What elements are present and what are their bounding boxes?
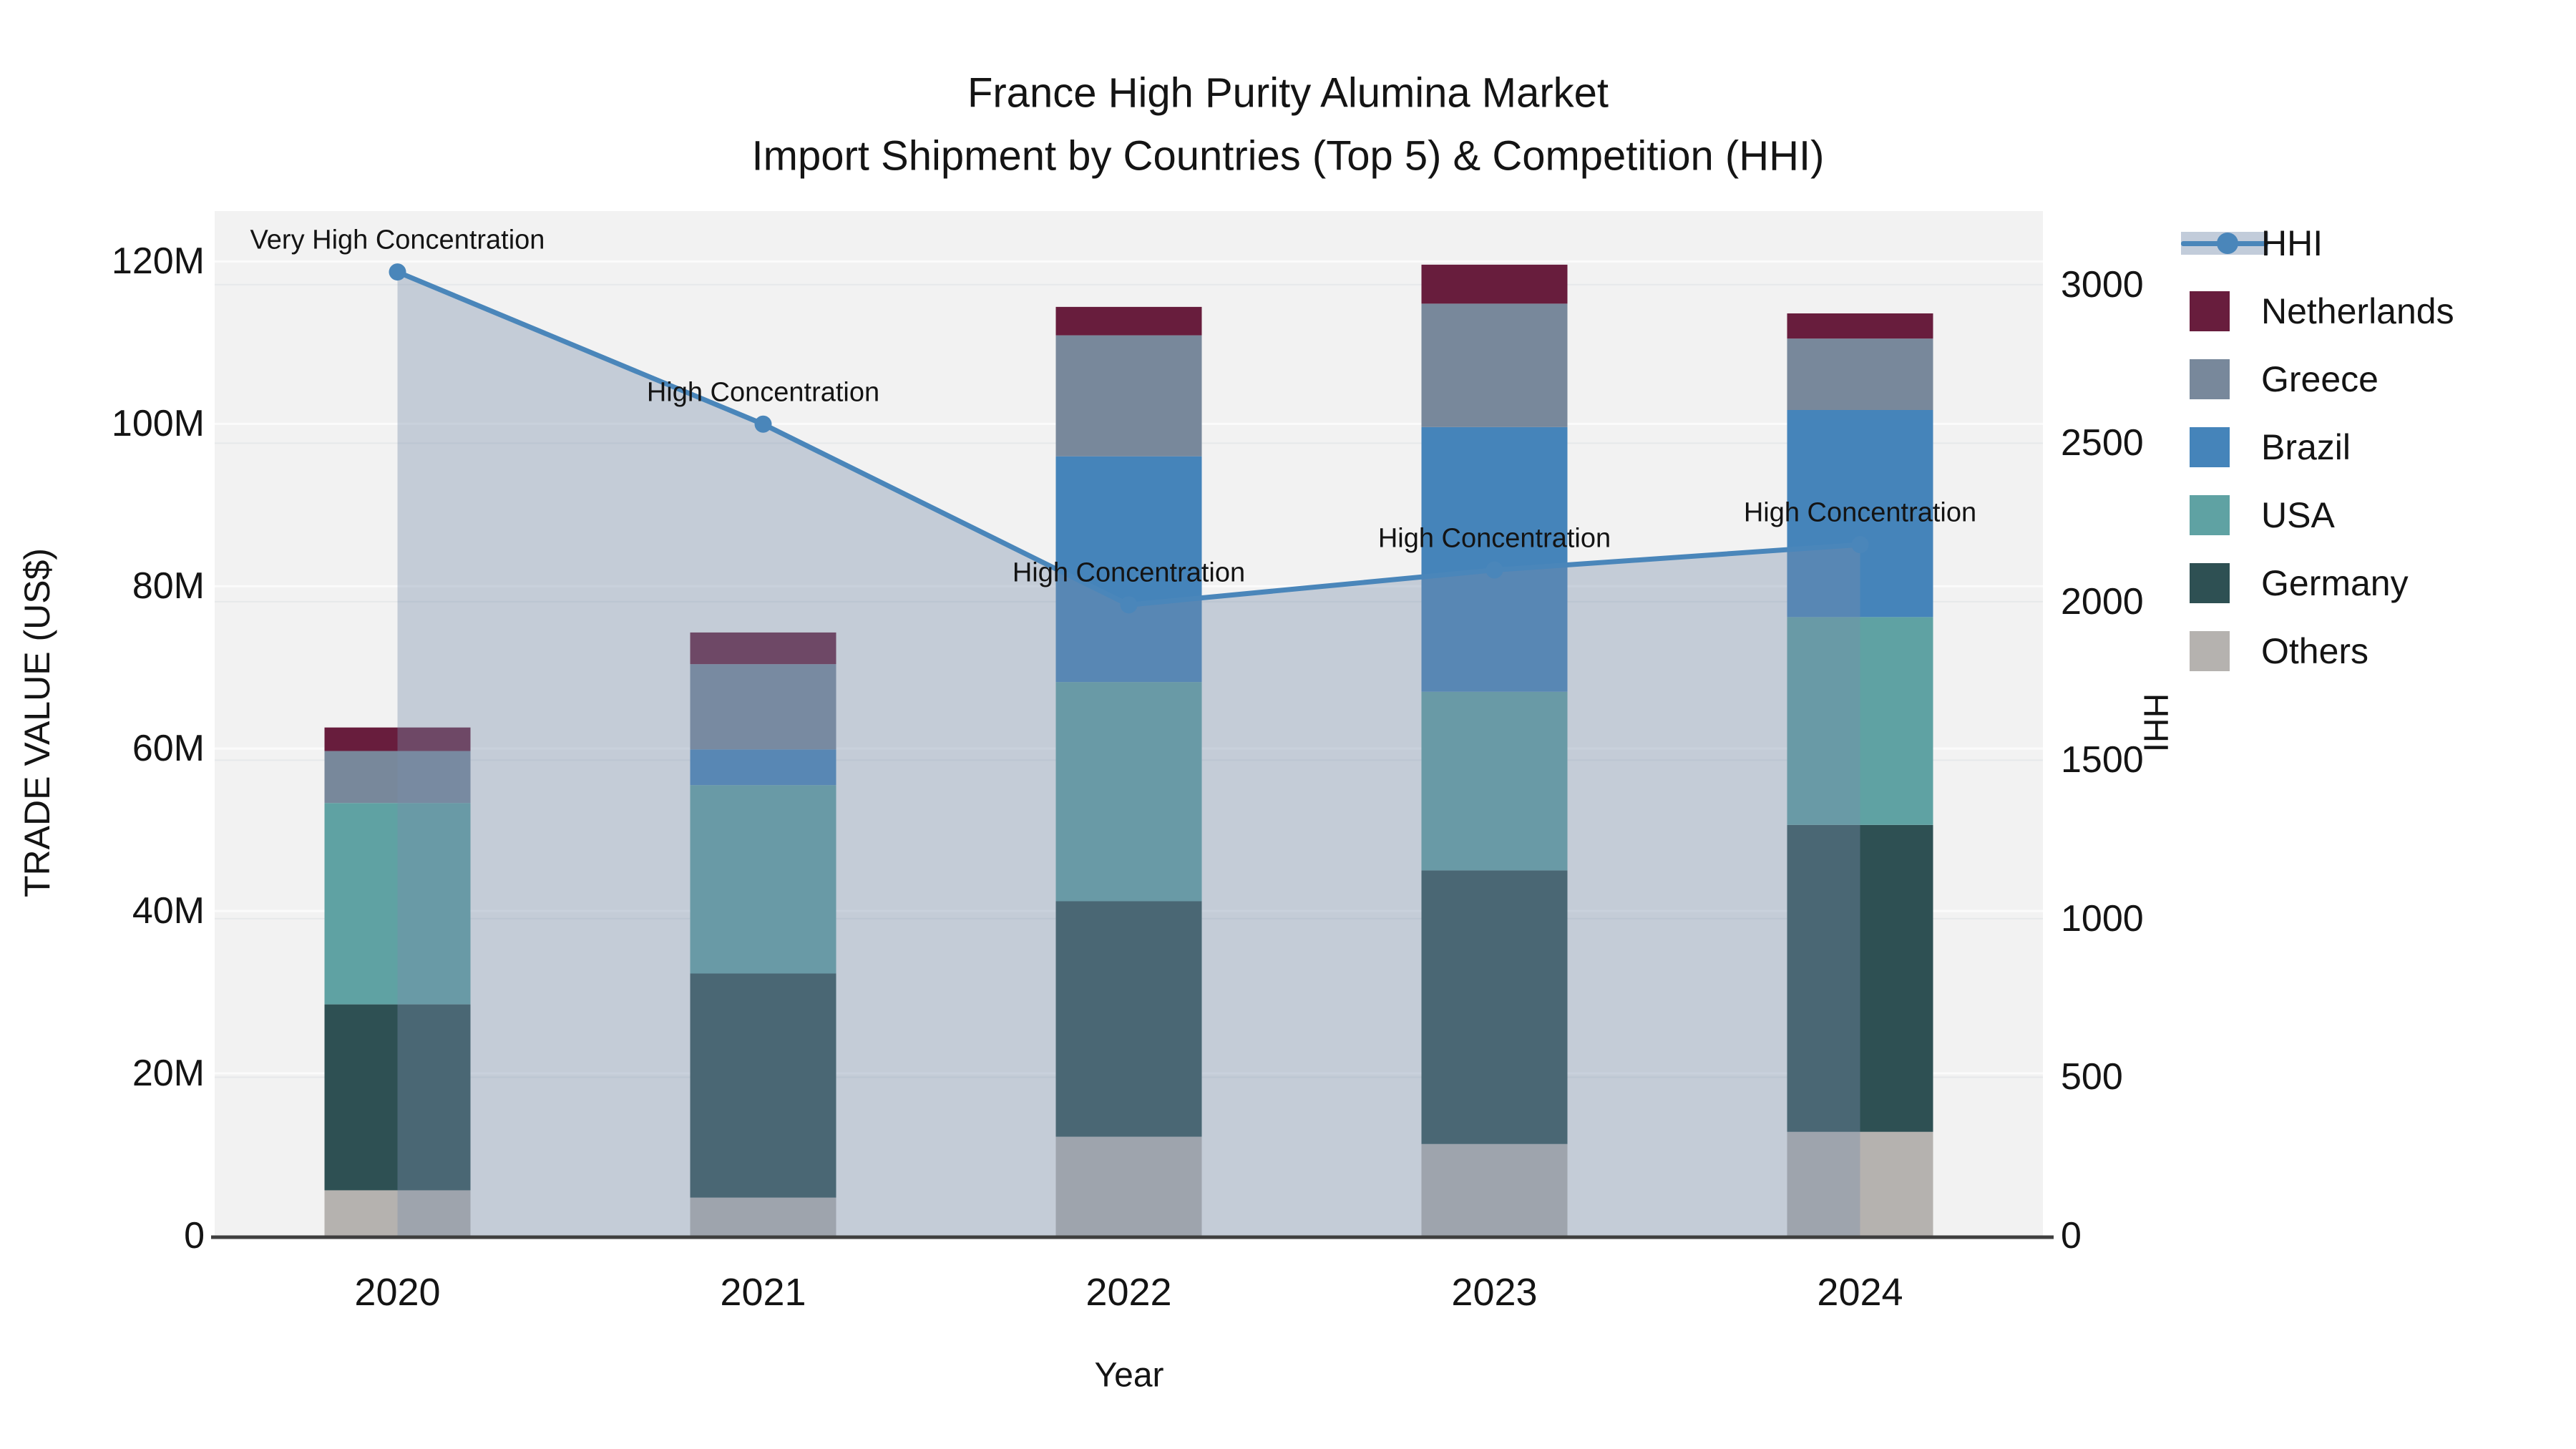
hhi-marker (1120, 596, 1138, 614)
left-tick-label: 40M (132, 890, 205, 932)
left-tick-label: 120M (111, 240, 205, 283)
legend-label: HHI (2261, 223, 2323, 263)
bar-segment-netherlands (1787, 313, 1933, 339)
legend-label: Others (2261, 631, 2369, 671)
hhi-marker (389, 263, 406, 281)
bar-segment-greece (1055, 335, 1202, 457)
bar-segment-netherlands (690, 632, 836, 665)
bar-segment-greece (324, 751, 471, 804)
left-tick-label: 20M (132, 1053, 205, 1095)
bar-segment-others (690, 1197, 836, 1236)
bar-segment-greece (1421, 303, 1568, 427)
chart-title-line1: France High Purity Alumina Market (967, 69, 1609, 117)
hhi-marker (1485, 561, 1503, 579)
right-tick-label: 3000 (2061, 263, 2144, 306)
right-tick-label: 2000 (2061, 580, 2144, 623)
x-tick-label: 2024 (1817, 1271, 1903, 1314)
bar-segment-germany (1055, 901, 1202, 1137)
x-tick-label: 2022 (1085, 1271, 1172, 1314)
annotation: High Concentration (1377, 523, 1611, 554)
legend-label: Netherlands (2261, 291, 2454, 331)
hhi-marker (1851, 536, 1869, 554)
annotation: High Concentration (646, 377, 880, 408)
bar-segment-brazil (1055, 456, 1202, 683)
bar-segment-usa (1787, 617, 1933, 825)
legend-swatch-germany (2190, 563, 2230, 603)
bar-segment-brazil (690, 749, 836, 786)
annotation: Very High Concentration (250, 225, 545, 255)
legend-swatch-usa (2190, 495, 2230, 535)
bar-segment-usa (324, 803, 471, 1005)
legend-swatch-others (2190, 631, 2230, 671)
legend-swatch-brazil (2190, 427, 2230, 467)
bar-segment-germany (1787, 824, 1933, 1132)
bar-segment-usa (690, 785, 836, 974)
bar-segment-germany (690, 973, 836, 1198)
legend-swatch-netherlands (2190, 291, 2230, 331)
legend-label: Brazil (2261, 427, 2351, 467)
bar-segment-netherlands (1421, 264, 1568, 304)
bar-segment-greece (1787, 338, 1933, 411)
bar-segment-usa (1421, 691, 1568, 871)
legend-label: Germany (2261, 563, 2409, 603)
bar-segment-germany (324, 1004, 471, 1191)
x-tick-label: 2020 (354, 1271, 441, 1314)
legend-swatch-greece (2190, 359, 2230, 399)
left-tick-label: 0 (184, 1215, 205, 1257)
x-tick-label: 2021 (720, 1271, 806, 1314)
left-axis-title: TRADE VALUE (US$) (17, 547, 57, 898)
x-axis-title: Year (1094, 1356, 1164, 1395)
bar-segment-netherlands (1055, 306, 1202, 336)
right-tick-label: 0 (2061, 1215, 2082, 1257)
legend-label: Greece (2261, 359, 2379, 399)
bar-segment-others (1421, 1143, 1568, 1236)
hhi-marker-icon (2217, 233, 2238, 254)
right-tick-label: 1000 (2061, 897, 2144, 940)
annotation: High Concentration (1012, 557, 1246, 588)
left-tick-label: 60M (132, 728, 205, 770)
bar-segment-brazil (1421, 426, 1568, 692)
area-fill (397, 272, 1860, 1236)
annotation: High Concentration (1743, 497, 1977, 528)
bar-segment-germany (1421, 870, 1568, 1144)
bar-segment-greece (690, 664, 836, 750)
left-tick-label: 80M (132, 565, 205, 608)
bar-segment-others (324, 1190, 471, 1236)
bar-segment-others (1055, 1136, 1202, 1236)
right-tick-label: 2500 (2061, 422, 2144, 464)
right-tick-label: 1500 (2061, 739, 2144, 781)
bar-segment-netherlands (324, 727, 471, 751)
x-tick-label: 2023 (1451, 1271, 1538, 1314)
bar-segment-brazil (1787, 410, 1933, 618)
hhi-marker (754, 415, 772, 433)
bar-segment-others (1787, 1131, 1933, 1236)
right-tick-label: 500 (2061, 1056, 2123, 1098)
bar-segment-usa (1055, 682, 1202, 902)
chart-title-line2: Import Shipment by Countries (Top 5) & C… (751, 132, 1825, 180)
left-tick-label: 100M (111, 403, 205, 445)
legend-label: USA (2261, 495, 2335, 535)
